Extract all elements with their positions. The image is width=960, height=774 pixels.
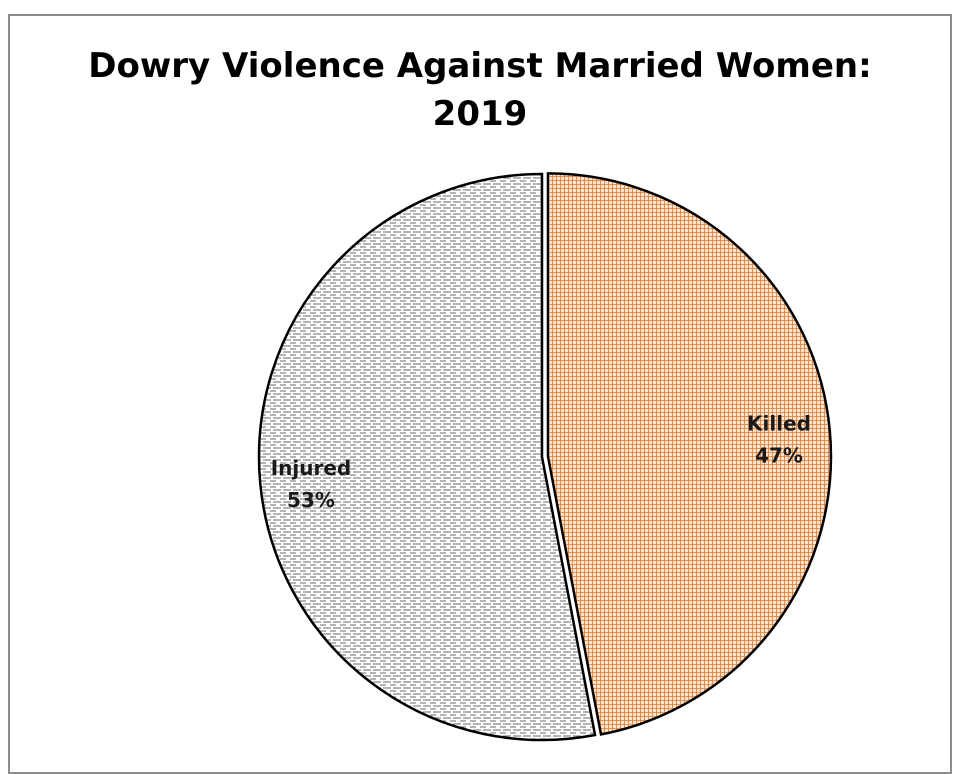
slice-label-killed-value: 47% xyxy=(755,444,803,468)
pie-slice-injured xyxy=(257,172,597,742)
slice-label-injured-name: Injured xyxy=(271,456,352,480)
pie-slice-killed xyxy=(546,172,833,736)
pie-labels: Killed 47% Injured 53% xyxy=(271,412,811,512)
slice-label-killed-name: Killed xyxy=(747,412,811,436)
chart-title-line-2: 2019 xyxy=(432,94,528,134)
pie-slices xyxy=(257,172,833,742)
slice-label-injured-value: 53% xyxy=(287,488,335,512)
chart-title-line-1: Dowry Violence Against Married Women: xyxy=(88,46,872,86)
chart-title: Dowry Violence Against Married Women: 20… xyxy=(0,42,960,138)
